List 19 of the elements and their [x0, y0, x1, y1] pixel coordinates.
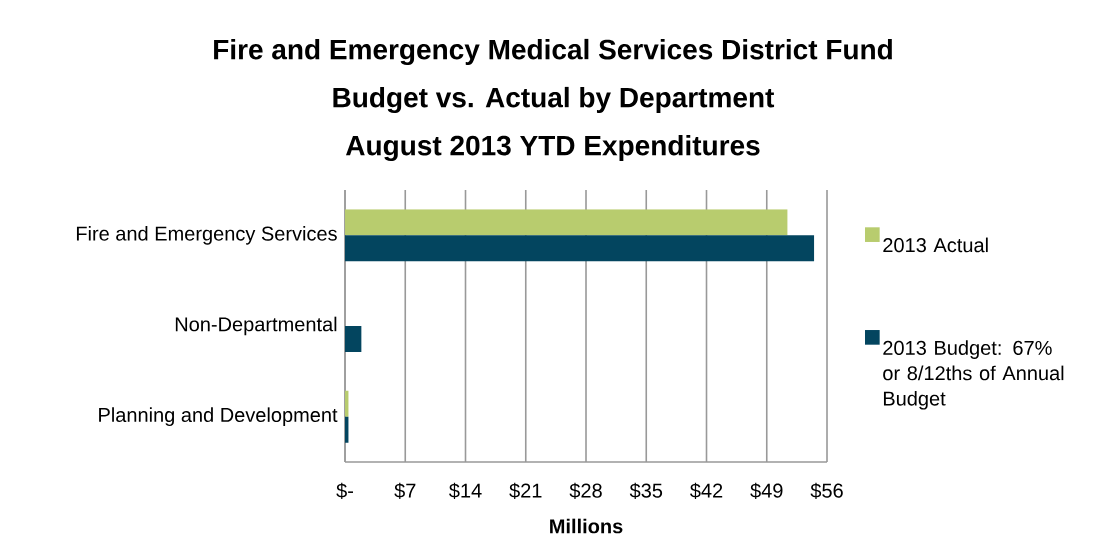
x-tick-label: $42 — [690, 482, 723, 499]
bar — [345, 326, 362, 353]
chart-title: Fire and Emergency Medical Services District Fund Budget vs. Actual by Department August 2013 YTD Expenditures — [214, 38, 892, 162]
legend-label: 2013 Budget: 67% or 8/12ths of Annual Budget — [883, 340, 1064, 410]
x-tick-label: $7 — [394, 482, 416, 499]
x-tick-label: $14 — [449, 482, 482, 499]
legend-label: 2013 Actual — [883, 237, 988, 253]
y-tick-label: Non-Departmental — [175, 316, 337, 336]
x-tick-label: $35 — [629, 482, 663, 499]
x-axis-title: Millions — [550, 518, 623, 534]
x-tick-label: $28 — [569, 482, 602, 499]
x-tick-label: $56 — [810, 482, 843, 499]
y-tick-label: Planning and Development — [99, 407, 338, 426]
x-tick-label: $49 — [750, 482, 783, 499]
x-tick-label: $21 — [509, 482, 542, 499]
x-tick-label: $- — [336, 482, 354, 499]
bar — [345, 209, 788, 236]
y-tick-label: Fire and Emergency Services — [76, 226, 337, 245]
bar — [345, 235, 815, 262]
